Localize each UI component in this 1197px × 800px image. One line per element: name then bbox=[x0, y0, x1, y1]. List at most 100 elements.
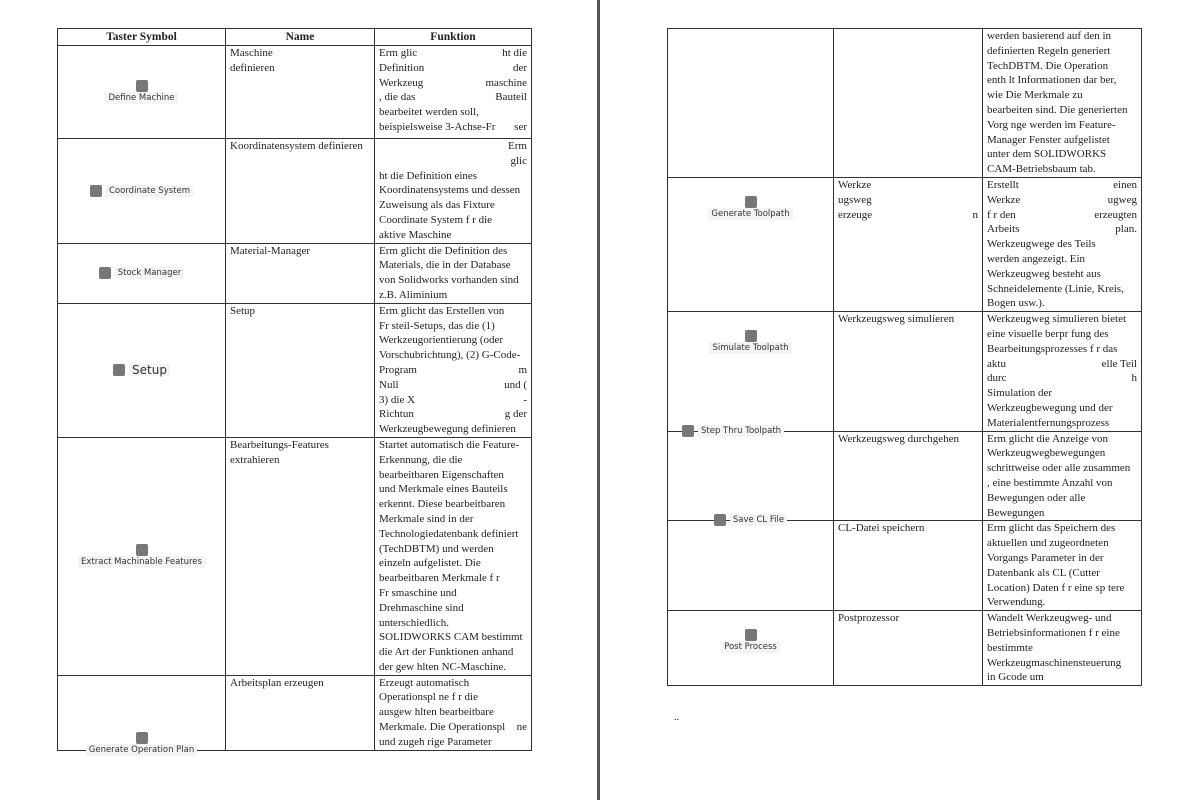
text-fragment: (TechDBTM) und werden bbox=[379, 542, 494, 555]
save-cl-file-icon-button[interactable]: Save CL File bbox=[668, 514, 833, 527]
name-cell: Bearbeitungs-Features extrahieren bbox=[225, 436, 375, 676]
text-fragment: Werkzeugorientierung (oder bbox=[379, 334, 504, 347]
function-cell: Erm glic ht die Definition der Werkzeug masch… bbox=[374, 45, 532, 139]
text-fragment: Werkzeugmaschinensteuerung bbox=[987, 656, 1122, 669]
symbol-label: Simulate Toolpath bbox=[709, 342, 792, 355]
symbol-label: Stock Manager bbox=[114, 267, 185, 280]
text-fragment: ht die bbox=[502, 47, 527, 59]
text-line: Erstellt einen bbox=[987, 178, 1137, 193]
function-cell: Erm glicht das Speichern des aktuellen un… bbox=[982, 520, 1142, 612]
text-fragment: durc bbox=[987, 372, 1007, 385]
text-line: Arbeitsplan erzeugen bbox=[230, 676, 370, 691]
text-line: Vorgangs Parameter in der bbox=[987, 551, 1137, 566]
text-fragment: Werkzeugbewegung definieren bbox=[379, 423, 516, 436]
table-row: Define Machine Maschine definieren Erm glic… bbox=[57, 45, 532, 139]
text-fragment: g der bbox=[504, 408, 527, 421]
text-line: Fr smaschine und bbox=[379, 586, 527, 601]
setup-icon-button[interactable]: Setup bbox=[58, 364, 225, 377]
text-line: Werkzeugsweg simulieren bbox=[838, 312, 978, 327]
text-line: Erm glic ht die bbox=[379, 46, 527, 61]
name-cell bbox=[833, 28, 983, 178]
text-fragment: elle Teil bbox=[1101, 357, 1137, 370]
text-fragment: bearbeitet werden soll, bbox=[379, 106, 479, 119]
text-fragment: Richtun bbox=[379, 408, 414, 421]
text-line: 3) die X - bbox=[379, 393, 527, 408]
symbol-label: Save CL File bbox=[729, 514, 788, 527]
text-line: glic bbox=[379, 154, 528, 169]
machine-icon-button[interactable]: Define Machine bbox=[58, 80, 225, 104]
text-line: TechDBTM. Die Operation bbox=[987, 59, 1137, 74]
simulate-icon bbox=[744, 330, 757, 343]
text-fragment: erkennt. Diese bearbeitbaren bbox=[379, 498, 506, 511]
text-fragment: TechDBTM. Die Operation bbox=[987, 59, 1109, 72]
header-function: Funktion bbox=[374, 28, 532, 46]
text-line: Zuweisung als das Fixture bbox=[379, 198, 527, 213]
text-fragment: Verwendung. bbox=[987, 596, 1046, 609]
right-page-table: werden basierend auf den in definierten R… bbox=[667, 28, 1142, 687]
text-line: SOLIDWORKS CAM bestimmt bbox=[379, 630, 527, 645]
text-fragment: Erm glic bbox=[379, 47, 418, 59]
text-line: Betriebsinformationen f r eine bbox=[987, 626, 1137, 641]
text-line: eine visuelle berpr fung des bbox=[987, 327, 1137, 342]
text-fragment: enth lt Informationen dar ber, bbox=[987, 74, 1117, 87]
text-fragment: erzeuge bbox=[838, 208, 873, 221]
page-divider bbox=[597, 0, 600, 800]
text-fragment: Koordinatensystems und dessen bbox=[379, 184, 521, 197]
stock-cube-icon-button[interactable]: Stock Manager bbox=[58, 267, 225, 280]
text-line: Bearbeitungs-Features bbox=[230, 438, 370, 453]
post-process-icon-button[interactable]: Post Process bbox=[668, 629, 833, 654]
text-fragment: Merkmale. Die Operationspl bbox=[379, 721, 506, 734]
text-line: Location) Daten f r eine sp tere bbox=[987, 581, 1137, 596]
text-line: Werkzeugweg besteht aus bbox=[987, 267, 1137, 282]
function-cell: Werkzeugweg simulieren bietet eine visuel… bbox=[982, 311, 1142, 432]
text-fragment: bearbeiten sind. Die generierten bbox=[987, 103, 1128, 116]
text-line: Werkzeugbewegung und der bbox=[987, 401, 1137, 416]
text-fragment: Werkzeugweg simulieren bietet bbox=[987, 313, 1127, 326]
text-line: schrittweise oder alle zusammen bbox=[987, 461, 1137, 476]
text-line: der gew hlten NC-Maschine. bbox=[379, 660, 527, 675]
text-line: die Art der Funktionen anhand bbox=[379, 645, 527, 660]
text-fragment: m bbox=[518, 363, 527, 376]
toolpath-icon-button[interactable]: Generate Toolpath bbox=[668, 196, 833, 220]
text-line: enth lt Informationen dar ber, bbox=[987, 73, 1137, 88]
symbol-label: Post Process bbox=[721, 641, 780, 654]
text-fragment: Erm bbox=[508, 140, 527, 152]
text-fragment: Materials, die in der Database bbox=[379, 259, 511, 272]
operation-plan-icon-button[interactable]: Generate Operation Plan bbox=[58, 731, 225, 756]
coordinate-axes-icon-button[interactable]: Coordinate System bbox=[58, 184, 225, 197]
text-line: Bewegungen oder alle bbox=[987, 491, 1137, 506]
text-fragment: Werkzeugweg besteht aus bbox=[987, 267, 1101, 280]
text-line: Erm glicht die Definition des bbox=[379, 244, 527, 259]
text-line: Technologiedatenbank definiert bbox=[379, 527, 527, 542]
text-line: Maschine bbox=[230, 46, 370, 61]
text-fragment: Bogen usw.). bbox=[987, 297, 1045, 310]
post-process-icon bbox=[744, 629, 757, 642]
symbol-label: Setup bbox=[129, 364, 170, 377]
text-line: Erzeugt automatisch bbox=[379, 676, 527, 691]
text-fragment: der gew hlten NC-Maschine. bbox=[379, 660, 507, 673]
text-fragment: Erm glicht die Anzeige von bbox=[987, 432, 1108, 445]
text-line: Werkzeugbewegung definieren bbox=[379, 422, 527, 437]
text-line: Erm glicht das Erstellen von bbox=[379, 304, 527, 319]
text-fragment: Maschine bbox=[230, 47, 273, 59]
text-fragment: Betriebsinformationen f r eine bbox=[987, 626, 1120, 639]
text-fragment: Erstellt bbox=[987, 179, 1019, 191]
extract-features-icon-button[interactable]: Extract Machinable Features bbox=[58, 544, 225, 569]
header-symbol: Taster Symbol bbox=[57, 28, 226, 46]
text-fragment: z.B. Aliminium bbox=[379, 288, 448, 301]
text-line: Drehmaschine sind bbox=[379, 601, 527, 616]
text-line: f r den erzeugten bbox=[987, 208, 1137, 223]
text-fragment: Postprozessor bbox=[838, 612, 900, 625]
text-line: definierten Regeln generiert bbox=[987, 44, 1137, 59]
text-fragment: und ( bbox=[504, 378, 527, 391]
text-line: erzeuge n bbox=[838, 208, 978, 223]
text-fragment: Bearbeitungs-Features bbox=[230, 438, 329, 451]
text-fragment: Werkze bbox=[987, 193, 1021, 206]
text-fragment: Werkzeugwege des Teils bbox=[987, 238, 1096, 251]
text-fragment: Schneidelemente (Linie, Kreis, bbox=[987, 282, 1124, 295]
simulate-icon-button[interactable]: Simulate Toolpath bbox=[668, 330, 833, 355]
text-fragment: Erkennung, die die bbox=[379, 453, 463, 466]
step-thru-icon-button[interactable]: Step Thru Toolpath bbox=[682, 424, 833, 437]
text-line: ugsweg bbox=[838, 193, 978, 208]
text-line: Merkmale sind in der bbox=[379, 512, 527, 527]
